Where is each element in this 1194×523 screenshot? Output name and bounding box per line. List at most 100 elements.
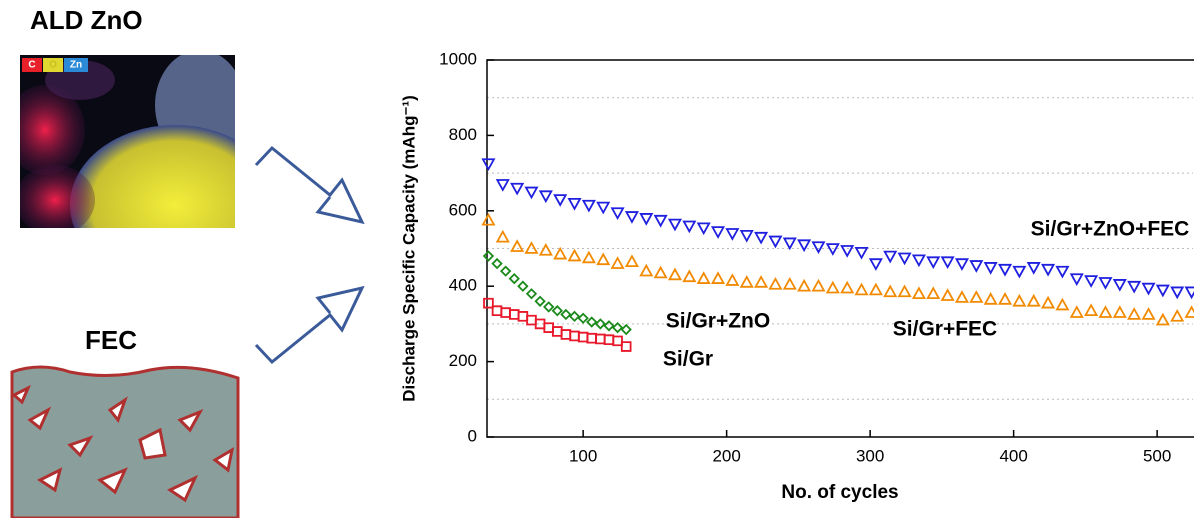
data-point — [586, 316, 598, 328]
data-point — [782, 276, 797, 290]
data-point — [811, 278, 826, 292]
data-point — [883, 250, 898, 264]
data-point — [782, 237, 797, 251]
data-point — [586, 332, 598, 344]
data-point — [1170, 286, 1185, 300]
element-label: C — [28, 60, 35, 71]
data-point — [481, 158, 496, 172]
data-point — [495, 229, 510, 243]
data-point — [926, 256, 941, 270]
element-label: Zn — [70, 60, 82, 71]
data-point — [538, 190, 553, 204]
data-point — [610, 207, 625, 221]
fec-schematic — [10, 365, 240, 520]
data-point — [1098, 277, 1113, 290]
data-point — [491, 305, 503, 317]
data-point — [1069, 273, 1084, 287]
y-tick-label: 800 — [449, 125, 477, 144]
data-point — [517, 280, 529, 292]
x-tick-label: 100 — [569, 446, 597, 465]
data-point — [508, 309, 520, 320]
data-point — [926, 286, 941, 300]
y-axis-label: Discharge Specific Capacity (mAhg⁻¹) — [399, 95, 418, 402]
data-point — [1112, 279, 1127, 292]
data-point — [1026, 262, 1041, 275]
data-point — [624, 254, 639, 267]
data-point — [1055, 297, 1070, 311]
data-point — [653, 214, 668, 228]
data-point — [1012, 293, 1027, 307]
data-point — [538, 243, 553, 256]
data-point — [567, 197, 582, 211]
series-label: Si/Gr+FEC — [893, 318, 997, 341]
legend-swatch — [64, 58, 88, 72]
data-point — [1112, 305, 1127, 318]
data-point — [639, 263, 654, 277]
data-point — [1141, 307, 1156, 320]
x-tick-label: 500 — [1143, 446, 1171, 465]
data-point — [577, 331, 589, 343]
data-point — [854, 282, 869, 296]
data-point — [620, 341, 632, 352]
y-tick-label: 400 — [449, 276, 477, 295]
x-tick-label: 400 — [999, 446, 1027, 465]
data-point — [983, 292, 998, 305]
data-point — [500, 307, 511, 318]
data-point — [667, 267, 683, 281]
data-point — [1127, 307, 1142, 320]
data-point — [1055, 265, 1070, 279]
data-point — [754, 275, 769, 288]
data-point — [696, 222, 711, 236]
data-point — [1184, 305, 1194, 318]
x-tick-label: 300 — [856, 446, 884, 465]
data-point — [491, 257, 503, 270]
data-point — [725, 273, 740, 286]
data-point — [825, 280, 840, 294]
data-point — [983, 262, 998, 275]
data-point — [603, 334, 615, 346]
series-label: Si/Gr+ZnO — [666, 310, 770, 333]
data-point — [710, 271, 726, 284]
data-point — [577, 312, 589, 324]
series-label: Si/Gr+ZnO+FEC — [1031, 218, 1190, 241]
data-point — [667, 218, 683, 232]
data-point — [543, 301, 555, 313]
data-point — [610, 256, 625, 269]
data-point — [1084, 275, 1099, 288]
data-point — [1184, 286, 1194, 300]
data-point — [495, 179, 510, 192]
data-point — [517, 311, 529, 322]
data-point — [840, 280, 855, 294]
x-tick-label: 200 — [712, 446, 740, 465]
series-label: Si/Gr — [663, 348, 713, 371]
data-point — [954, 258, 970, 271]
data-point — [1141, 282, 1156, 296]
data-point — [481, 212, 496, 226]
data-point — [840, 245, 855, 258]
data-point — [897, 284, 912, 298]
data-point — [1098, 305, 1113, 318]
data-point — [639, 213, 654, 226]
data-point — [969, 260, 984, 273]
data-point — [739, 230, 754, 243]
data-point — [560, 329, 572, 340]
data-point — [1155, 284, 1170, 298]
data-point — [868, 282, 883, 296]
data-point — [940, 288, 955, 301]
data-point — [1026, 293, 1041, 307]
data-point — [825, 243, 840, 256]
zno-image — [20, 55, 235, 228]
data-point — [682, 220, 697, 234]
data-point — [768, 276, 783, 290]
data-point — [1041, 295, 1056, 309]
data-point — [954, 290, 970, 303]
data-point — [883, 284, 898, 298]
data-point — [524, 241, 539, 254]
data-point — [969, 290, 984, 303]
data-point — [508, 272, 520, 285]
data-point — [581, 250, 596, 264]
x-axis-label: No. of cycles — [781, 482, 898, 503]
data-point — [594, 318, 607, 330]
y-tick-label: 1000 — [439, 49, 477, 68]
